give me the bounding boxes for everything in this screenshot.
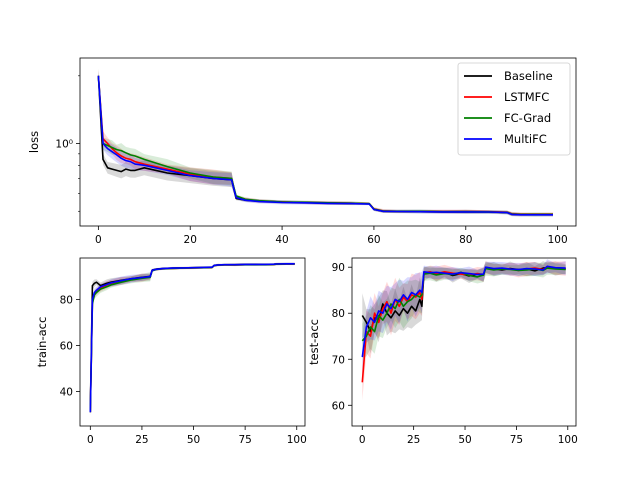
x-tick-label: 75 [510,434,523,446]
y-axis-label: train-acc [35,317,49,368]
train-acc-chart: 0 25 50 75 100 40 60 80 train-acc [35,257,307,446]
band-multifc [362,259,566,380]
y-tick-label: 70 [332,354,345,366]
x-tick-label: 0 [359,434,366,446]
legend-label-fc-grad: FC-Grad [504,111,551,125]
band-baseline [362,261,566,354]
axes-frame [79,257,306,427]
band-fc-grad [98,68,554,217]
legend-label-baseline: Baseline [504,69,553,83]
legend-label-multifc: MultiFC [504,132,547,146]
band-baseline [98,70,554,217]
axes-frame [351,257,577,427]
y-tick-label: 90 [332,262,345,274]
y-tick-label: 80 [332,308,345,320]
legend-box [457,62,571,156]
x-tick-label: 60 [367,234,380,246]
x-tick-label: 25 [135,434,148,446]
y-axis-label: loss [27,131,41,153]
x-tick-label: 100 [287,434,307,446]
y-tick-label: 40 [60,386,73,398]
band-lstmfc [98,69,554,216]
legend-label-lstmfc: LSTMFC [504,90,549,104]
band-multifc [98,70,554,217]
test-acc-chart: 0 25 50 75 100 60 70 80 90 test-acc [307,257,578,446]
y-tick-label: 60 [60,340,73,352]
x-tick-label: 75 [238,434,251,446]
loss-chart: 0 20 40 60 80 100 10⁰ loss Baseline LSTMFC FC-Grad… [27,57,577,246]
x-tick-label: 100 [558,434,578,446]
x-tick-label: 100 [548,234,568,246]
x-tick-label: 0 [87,434,94,446]
y-tick-label: 60 [332,400,345,412]
axes-frame [79,57,577,227]
x-tick-label: 0 [95,234,102,246]
x-tick-label: 50 [187,434,200,446]
x-tick-label: 40 [275,234,288,246]
x-tick-label: 20 [184,234,197,246]
series-line-multifc [97,75,553,216]
y-tick-label: 80 [60,294,73,306]
y-axis-label: test-acc [307,319,321,365]
band-fc-grad [362,261,566,358]
series-line-multifc [89,262,295,413]
y-tick-label: 10⁰ [55,139,73,151]
x-tick-label: 25 [407,434,420,446]
series-line-multifc [361,265,566,358]
x-tick-label: 50 [458,434,471,446]
legend: Baseline LSTMFC FC-Grad MultiFC [457,62,571,156]
x-tick-label: 80 [459,234,472,246]
series-line-fc-grad [361,267,566,342]
